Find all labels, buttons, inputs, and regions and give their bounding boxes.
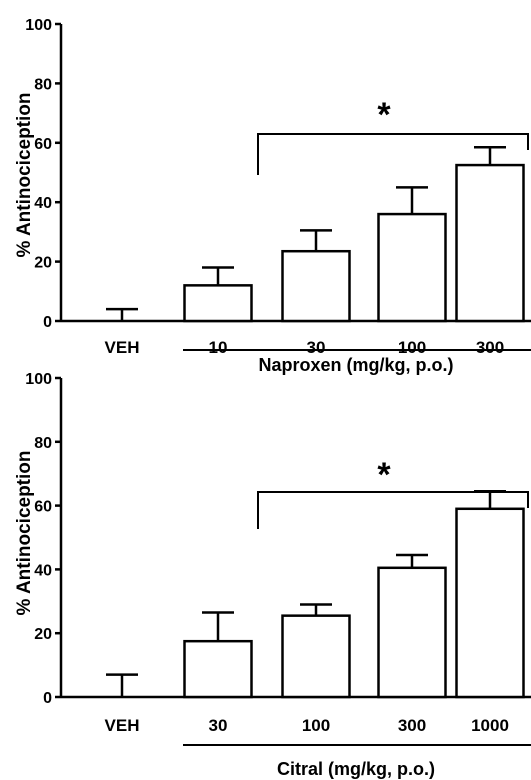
y-axis-label: % Antinociception	[14, 450, 35, 615]
y-tick-label: 80	[34, 435, 52, 452]
x-axis-label: Citral (mg/kg, p.o.)	[277, 759, 435, 779]
bar	[183, 284, 253, 323]
y-tick-label: 60	[34, 499, 52, 516]
bar	[455, 163, 525, 323]
significance-marker: *	[377, 456, 391, 494]
y-tick-label: 0	[43, 690, 52, 707]
bar	[281, 614, 351, 699]
category-label: 10	[209, 338, 228, 357]
category-label: 100	[398, 338, 426, 357]
significance-bracket	[257, 491, 529, 529]
citral-chart-panel: % Antinociception Citral (mg/kg, p.o.) *…	[14, 371, 531, 779]
category-label: 30	[307, 338, 326, 357]
significance-bracket	[257, 133, 529, 175]
significance-marker: *	[377, 96, 391, 134]
category-label: VEH	[105, 338, 140, 357]
y-tick-label: 60	[34, 136, 52, 153]
bar	[377, 566, 447, 699]
y-tick-label: 100	[25, 17, 52, 34]
category-label: 300	[398, 716, 426, 735]
y-tick-label: 0	[43, 314, 52, 331]
bar	[455, 507, 525, 699]
category-label: 300	[476, 338, 504, 357]
category-label: 1000	[471, 716, 509, 735]
bar	[183, 639, 253, 699]
category-label: VEH	[105, 716, 140, 735]
y-tick-label: 40	[34, 195, 52, 212]
y-tick-label: 40	[34, 562, 52, 579]
naproxen-chart-panel: % Antinociception Naproxen (mg/kg, p.o.)…	[14, 17, 531, 375]
y-tick-label: 20	[34, 626, 52, 643]
y-tick-label: 100	[25, 371, 52, 388]
bar	[281, 249, 351, 323]
x-axis-label: Naproxen (mg/kg, p.o.)	[258, 355, 453, 375]
y-axis-label: % Antinociception	[14, 92, 35, 257]
category-label: 30	[209, 716, 228, 735]
y-tick-label: 20	[34, 255, 52, 272]
bar	[377, 212, 447, 323]
category-label: 100	[302, 716, 330, 735]
y-tick-label: 80	[34, 76, 52, 93]
